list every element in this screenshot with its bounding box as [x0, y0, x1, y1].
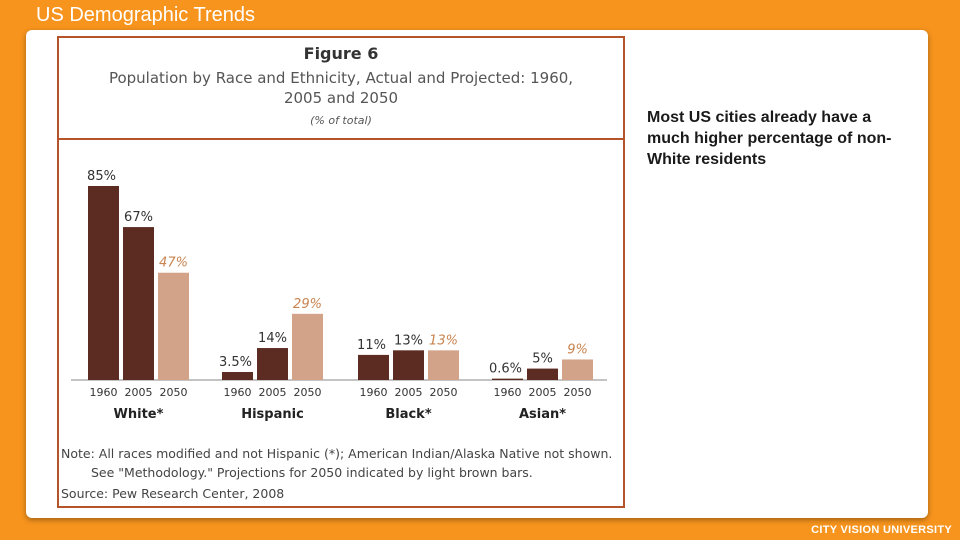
bar-black-2050 — [428, 350, 459, 380]
x-tick-label: 1960 — [224, 386, 252, 399]
data-label: 3.5% — [219, 355, 252, 370]
slide-title: US Demographic Trends — [36, 4, 255, 26]
bar-hispanic-2050 — [292, 313, 323, 380]
figure-panel: Figure 6 Population by Race and Ethnicit… — [57, 36, 625, 508]
x-tick-label: 2050 — [430, 386, 458, 399]
bar-chart: 85% 1960 67% 2005 47% 2050 White* 3.5% 1960 14% 20… — [71, 169, 607, 422]
brand-logo: CITY VISION UNIVERSITY — [811, 524, 952, 536]
note-line-2: See "Methodology." Projections for 2050 … — [91, 465, 533, 480]
group-label: Asian* — [519, 407, 566, 422]
bar-white-2050 — [158, 272, 189, 380]
x-tick-label: 1960 — [494, 386, 522, 399]
figure-number: Figure 6 — [303, 44, 379, 63]
note-line-1: Note: All races modified and not Hispani… — [61, 446, 613, 461]
bar-white-2005 — [123, 227, 154, 380]
x-tick-label: 1960 — [90, 386, 118, 399]
x-tick-label: 2005 — [259, 386, 287, 399]
x-tick-label: 2050 — [160, 386, 188, 399]
data-label: 67% — [124, 210, 153, 225]
bar-white-1960 — [88, 186, 119, 380]
bar-asian-2050 — [562, 359, 593, 380]
x-tick-label: 2050 — [294, 386, 322, 399]
data-label: 29% — [293, 297, 322, 312]
figure-subtitle: (% of total) — [310, 114, 372, 127]
figure-source: Source: Pew Research Center, 2008 — [61, 486, 285, 501]
data-label: 13% — [394, 333, 423, 348]
data-label: 14% — [258, 331, 287, 346]
group-label: White* — [114, 407, 164, 422]
data-label: 11% — [357, 338, 386, 353]
bar-asian-2005 — [527, 368, 558, 380]
bar-hispanic-2005 — [257, 348, 288, 380]
bar-hispanic-1960 — [222, 372, 253, 380]
x-tick-label: 2005 — [125, 386, 153, 399]
x-tick-label: 2050 — [564, 386, 592, 399]
side-text: Most US cities already have a much highe… — [647, 109, 892, 168]
data-label: 13% — [429, 333, 458, 348]
x-tick-label: 2005 — [395, 386, 423, 399]
figure-header: Figure 6 Population by Race and Ethnicit… — [59, 38, 623, 140]
data-label: 85% — [87, 169, 116, 184]
x-tick-label: 1960 — [360, 386, 388, 399]
figure-note: Note: All races modified and not Hispani… — [61, 444, 612, 482]
data-label: 0.6% — [489, 362, 522, 377]
data-label: 5% — [532, 352, 553, 367]
bar-black-1960 — [358, 354, 389, 380]
group-label: Hispanic — [241, 407, 304, 422]
group-label: Black* — [385, 407, 431, 422]
x-tick-label: 2005 — [529, 386, 557, 399]
data-label: 9% — [567, 342, 588, 357]
bar-black-2005 — [393, 350, 424, 380]
bar-asian-1960 — [492, 378, 523, 380]
figure-title: Population by Race and Ethnicity, Actual… — [108, 69, 574, 107]
data-label: 47% — [159, 256, 188, 271]
